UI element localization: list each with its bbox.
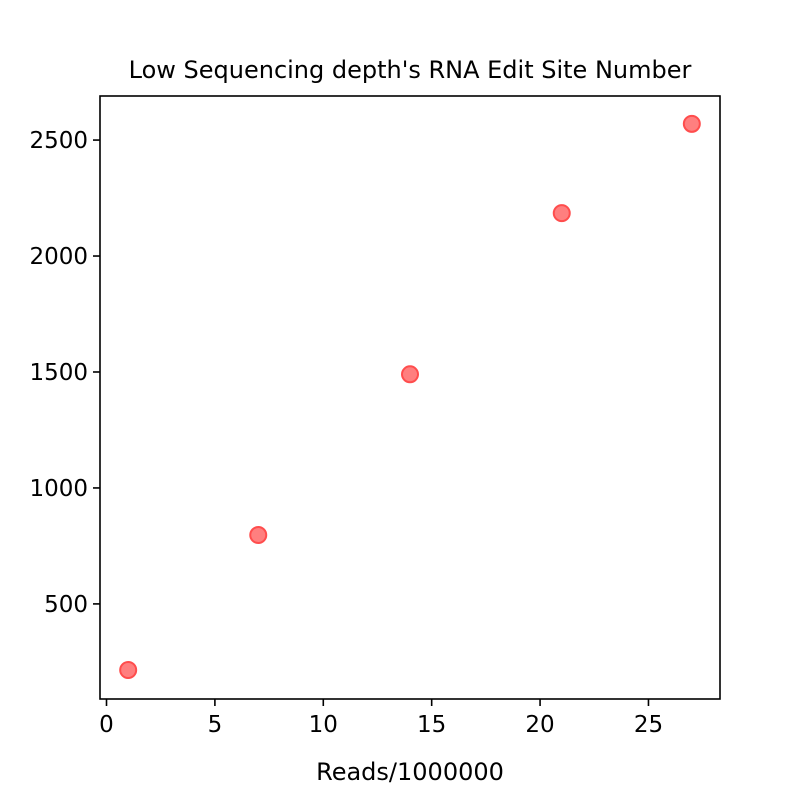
x-axis-label: Reads/1000000 [316,758,504,786]
y-tick-label: 1000 [29,476,88,502]
data-point [682,114,701,133]
data-point [401,365,419,384]
x-tick-label: 10 [309,712,338,738]
x-axis-ticks: 0 5 10 15 20 25 [99,699,663,738]
x-tick-label: 20 [525,712,554,738]
chart-title: Low Sequencing depth's RNA Edit Site Num… [129,56,692,84]
plot-frame [99,95,721,700]
data-point [249,526,268,545]
data-point [552,204,571,223]
y-tick-label: 2500 [29,128,88,154]
y-tick-label: 500 [44,592,88,618]
data-points [119,114,701,680]
y-axis-ticks: 500 1000 1500 2000 2500 [29,128,100,618]
x-tick-label: 0 [99,712,114,738]
y-tick-label: 2000 [29,244,88,270]
x-tick-label: 15 [417,712,446,738]
x-tick-label: 25 [634,712,663,738]
y-tick-label: 1500 [29,360,88,386]
data-point [119,661,138,680]
x-tick-label: 5 [208,712,223,738]
